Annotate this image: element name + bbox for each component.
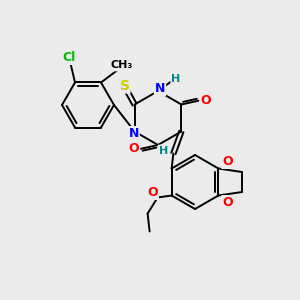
Text: H: H: [159, 146, 168, 155]
Text: H: H: [171, 74, 181, 84]
Text: O: O: [147, 186, 158, 199]
Text: O: O: [200, 94, 211, 107]
Text: N: N: [155, 82, 165, 95]
Text: CH₃: CH₃: [111, 61, 133, 70]
Text: O: O: [129, 142, 139, 155]
Text: N: N: [128, 127, 139, 140]
Text: O: O: [222, 196, 233, 209]
Text: O: O: [222, 155, 233, 168]
Text: Cl: Cl: [62, 51, 76, 64]
Text: S: S: [120, 79, 130, 92]
